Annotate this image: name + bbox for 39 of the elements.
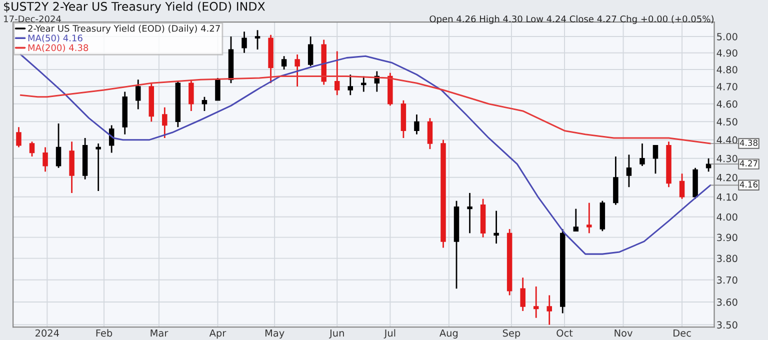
y-tick-label: 4.20 <box>716 174 738 182</box>
x-tick-label: Jul <box>384 329 396 338</box>
y-tick-label: 4.80 <box>716 66 738 74</box>
x-tick-label: Sep <box>502 329 520 339</box>
x-tick-label: Feb <box>96 329 112 337</box>
y-tick-label: 3.70 <box>717 276 738 284</box>
x-tick-label: Apr <box>209 329 226 339</box>
y-tick-label: 3.80 <box>717 254 738 262</box>
x-tick-label: Nov <box>614 329 632 337</box>
annotation: 4.27 <box>740 160 758 166</box>
x-tick-label: Aug <box>440 329 458 339</box>
y-tick-label: 3.60 <box>717 298 738 306</box>
y-tick-label: 4.40 <box>716 136 738 144</box>
line-series <box>20 76 712 144</box>
legend-label: MA(200) 4.38 <box>28 44 88 52</box>
chart-subtitle: 17-Dec-2024 <box>4 15 62 22</box>
annotation: 4.38 <box>740 140 758 146</box>
x-tick-label: 2024 <box>36 329 59 337</box>
line-series <box>20 54 712 255</box>
x-tick-label: Mar <box>150 329 168 337</box>
y-tick-label: 4.60 <box>716 100 738 108</box>
legend-label: 2-Year US Treasury Yield (EOD) (Daily) 4.27 <box>28 24 220 34</box>
y-tick-label: 3.50 <box>717 321 738 329</box>
chart-title: $UST2Y 2-Year US Treasury Yield (EOD) INDX <box>4 2 265 14</box>
annotation: 4.16 <box>740 181 758 188</box>
x-tick-label: Oct <box>556 329 573 337</box>
annotation: Open 4.26 High 4.30 Low 4.24 Close 4.27 Chg +0.00 (+0.05%) <box>430 15 714 24</box>
y-tick-label: 4.10 <box>716 193 738 201</box>
legend-label: MA(50) 4.16 <box>28 34 82 42</box>
y-tick-label: 3.90 <box>717 234 738 242</box>
y-tick-label: 4.90 <box>716 49 738 57</box>
x-tick-label: May <box>265 329 284 339</box>
y-tick-label: 5.00 <box>717 32 738 40</box>
y-tick-label: 4.50 <box>716 118 738 126</box>
y-tick-label: 4.70 <box>716 83 738 90</box>
y-tick-label: 4.30 <box>716 154 738 162</box>
x-tick-label: Dec <box>674 329 691 337</box>
y-tick-label: 4.00 <box>716 213 738 221</box>
x-tick-label: Jun <box>329 329 344 338</box>
